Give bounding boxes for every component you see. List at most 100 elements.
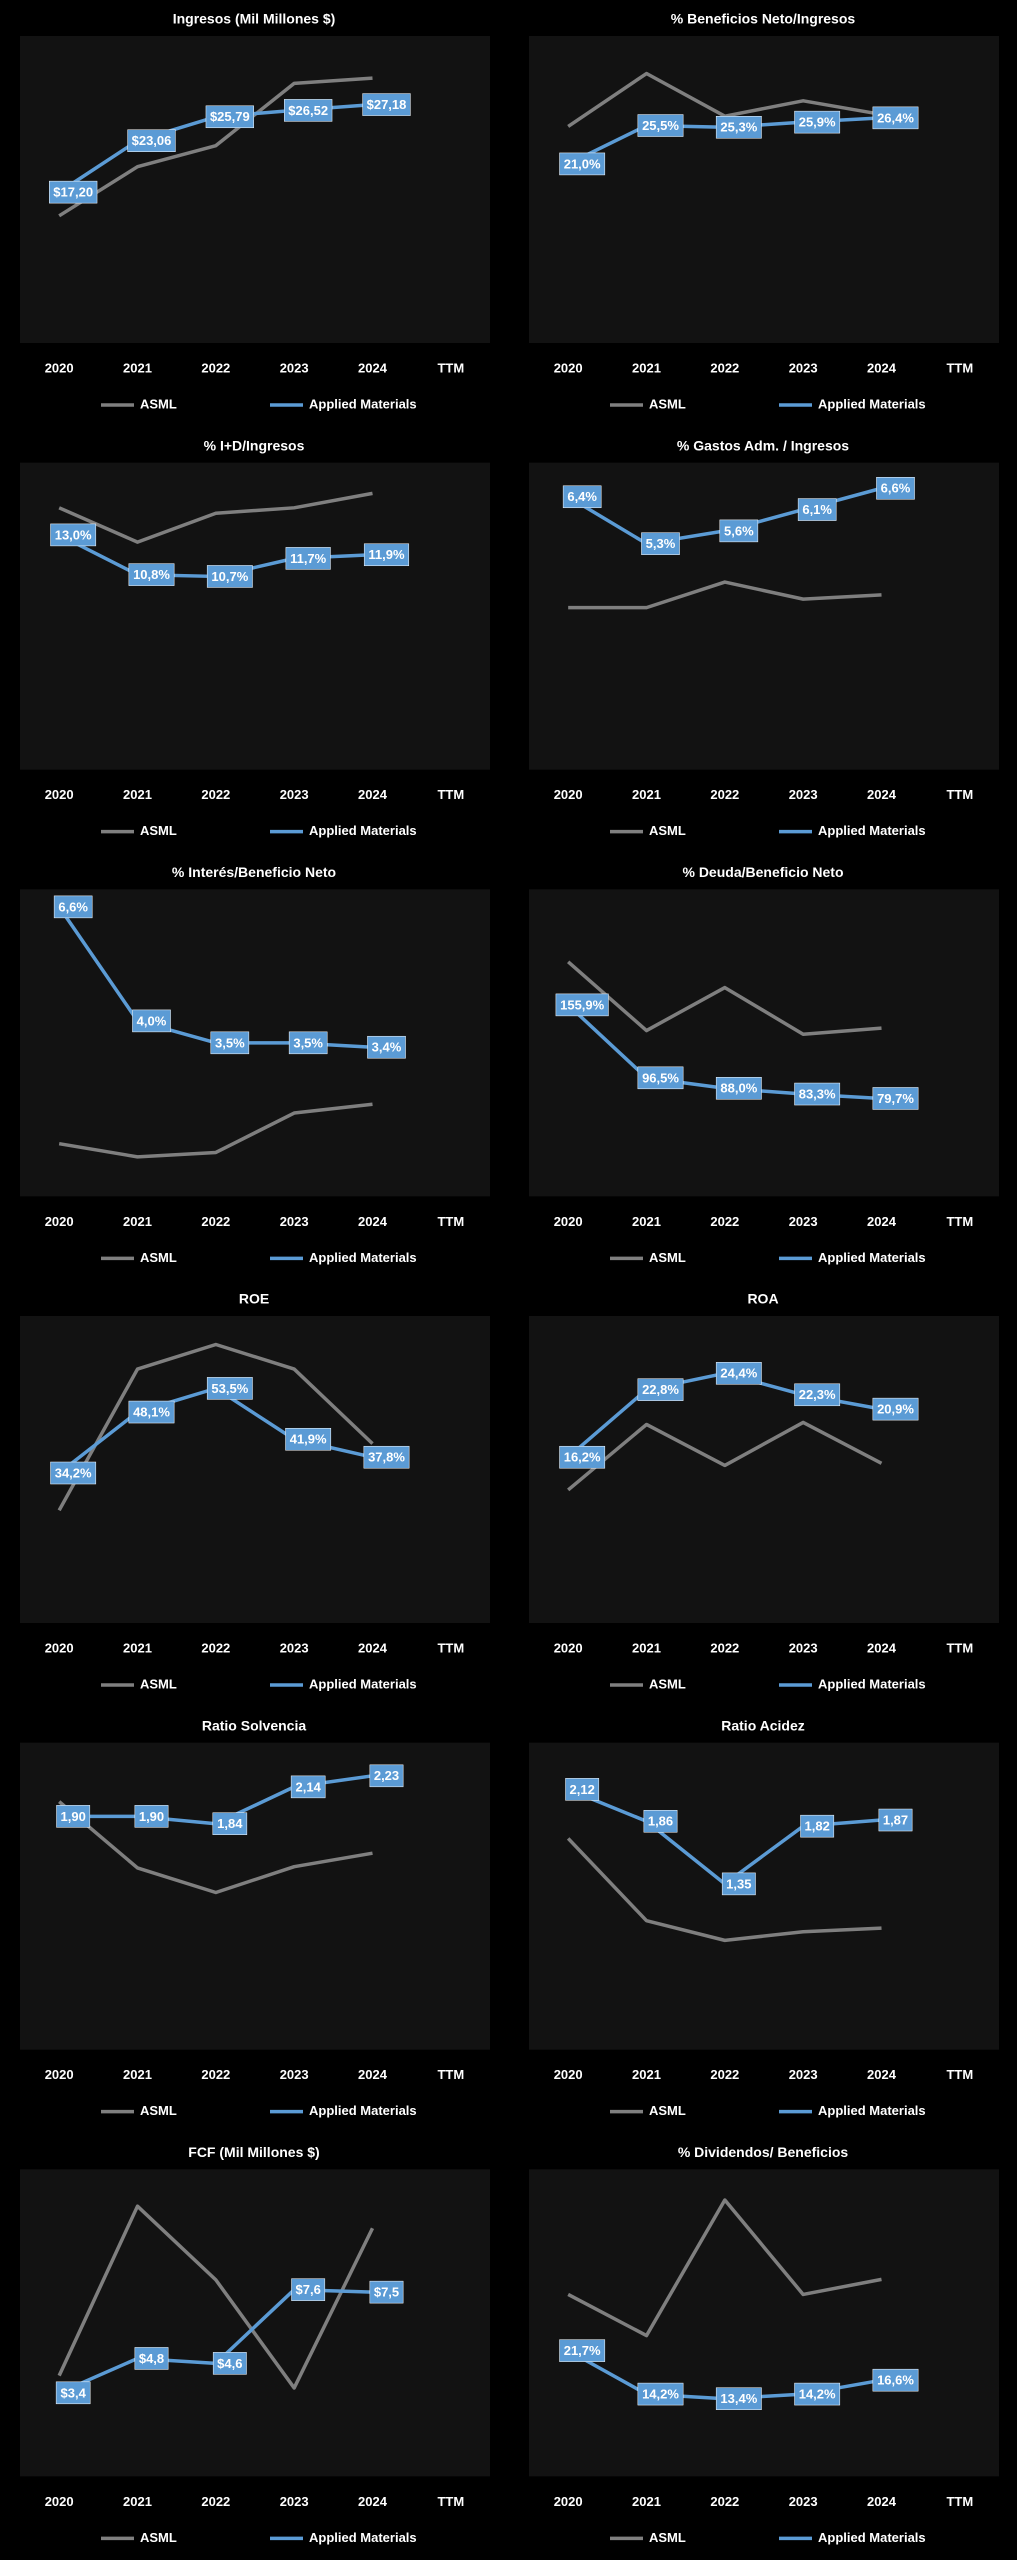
x-tick-label: 2022 [710,2067,739,2082]
x-tick-label: 2022 [201,2067,230,2082]
label-box [290,1775,326,1799]
chart-title: ROE [239,1291,269,1307]
value-label: $4,6 [217,2356,242,2371]
x-tick-label: 2021 [632,1214,661,1229]
x-tick-label: 2021 [632,2067,661,2082]
x-tick-label: 2020 [554,2067,583,2082]
label-box [50,1461,97,1485]
x-tick-label: 2022 [710,1214,739,1229]
x-tick-label: 2024 [867,2067,897,2082]
value-label: $25,79 [210,109,250,124]
series-line [58,1800,373,1895]
series-line [566,1837,882,1943]
legend-label: ASML [140,2103,177,2118]
label-box [794,1383,841,1407]
x-tick-label: 2022 [710,787,739,802]
x-tick-label: 2022 [710,2494,739,2509]
x-tick-label: 2021 [632,2494,661,2509]
series-line [58,76,373,218]
label-box [876,476,915,500]
series-line [567,1420,883,1492]
value-label: 13,4% [720,2391,757,2406]
x-tick-label: 2024 [358,1214,388,1229]
value-label: 25,3% [720,120,757,135]
label-box [794,110,841,134]
x-tick-label: 2020 [45,1640,74,1655]
label-box [715,115,762,139]
legend-label: Applied Materials [818,1676,926,1691]
value-label: 22,8% [642,1382,679,1397]
label-box [134,2347,169,2370]
x-tick-label: 2022 [201,2494,230,2509]
label-box [559,2339,606,2362]
value-label: 13,0% [55,527,92,542]
x-tick-label: 2021 [632,360,661,375]
label-box [50,523,97,547]
x-tick-label: 2022 [201,1214,230,1229]
value-label: 21,7% [564,2343,601,2358]
value-label: $3,4 [61,2385,87,2400]
value-label: 6,1% [802,502,832,517]
label-box [794,1082,841,1106]
label-box [132,1009,171,1033]
x-tick-label: 2020 [554,2494,583,2509]
value-label: 48,1% [133,1404,170,1419]
label-box [715,1362,762,1385]
legend-label: Applied Materials [309,823,417,838]
x-tick-label: 2020 [554,1640,583,1655]
label-box [637,1066,684,1090]
value-label: 79,7% [877,1091,914,1106]
x-tick-label: 2022 [201,1640,230,1655]
label-box [291,2278,326,2301]
x-tick-label: 2020 [554,1214,583,1229]
label-box [285,547,331,570]
chart-panel: ROA 2020 2021 2022 2023 2024 TTM 16,2% 22,8% 24,4… [529,1291,999,1691]
label-box [56,1805,91,1828]
chart-title: % Beneficios Neto/Ingresos [671,11,856,27]
label-box [285,1427,332,1451]
label-box [363,1445,410,1469]
label-box [872,106,919,130]
label-box [288,1031,328,1055]
legend-label: Applied Materials [818,396,926,411]
legend-label: Applied Materials [309,2103,417,2118]
x-tick-label: 2024 [867,360,897,375]
x-tick-label: 2022 [201,787,230,802]
legend-label: Applied Materials [818,2530,926,2545]
chart-title: FCF (Mil Millones $) [188,2144,319,2160]
label-box [49,180,98,204]
label-box [369,2280,404,2304]
label-box [872,2368,919,2392]
x-tick-label: 2021 [123,787,152,802]
value-label: 88,0% [720,1081,757,1096]
label-box [212,1812,248,1835]
chart-panel: Ratio Solvencia 2020 2021 2022 2023 2024 TTM 1,… [20,1717,490,2118]
plot-area [20,1316,490,1623]
label-box [134,1805,169,1828]
label-box [719,519,759,543]
legend-label: ASML [140,1250,177,1265]
value-label: 10,8% [133,567,170,582]
value-label: 16,2% [564,1450,601,1465]
series-line [58,491,373,544]
x-tick-label: 2023 [789,1214,818,1229]
legend-label: ASML [140,823,177,838]
value-label: $7,6 [296,2282,321,2297]
chart-panel: Ingresos (Mil Millones $) 2020 2021 2022 202… [20,11,490,411]
chart-title: % I+D/Ingresos [204,437,305,453]
x-tick-label: 2023 [280,1214,309,1229]
value-label: 6,6% [58,899,88,914]
value-label: 83,3% [799,1086,836,1101]
x-tick-label: 2021 [123,1640,152,1655]
x-tick-label: 2024 [358,2494,388,2509]
value-label: 5,6% [724,523,754,538]
label-box [872,1087,919,1110]
x-tick-label: 2024 [867,1214,897,1229]
series-line [568,580,882,610]
value-label: 37,8% [368,1450,405,1465]
legend-label: ASML [649,2103,686,2118]
legend-label: ASML [649,1250,686,1265]
value-label: $4,8 [139,2351,164,2366]
legend-label: Applied Materials [309,1676,417,1691]
